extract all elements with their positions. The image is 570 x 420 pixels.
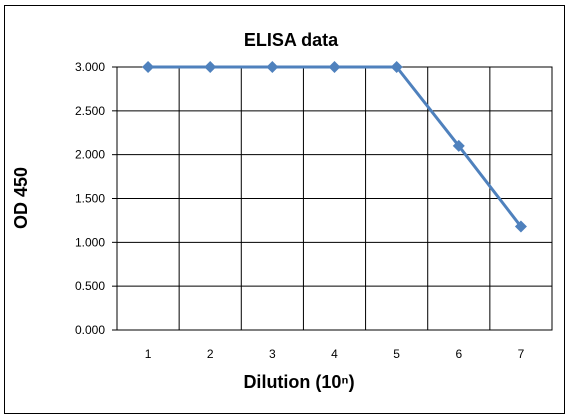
data-point-marker (142, 61, 155, 73)
y-tick-label: 1.000 (75, 235, 105, 249)
y-tick-label: 1.500 (75, 192, 105, 206)
x-tick-label: 6 (455, 347, 462, 361)
data-point-marker (390, 61, 403, 73)
y-tick-label: 2.500 (75, 104, 105, 118)
series-od450 (142, 61, 527, 233)
elisa-chart: ELISA data 0.000 0.500 1.000 1.500 2.000 2.50… (11, 30, 553, 392)
x-tick-label: 7 (518, 347, 525, 361)
x-axis-title: Dilution (10ⁿ) (243, 372, 354, 392)
y-tick-label: 0.000 (75, 323, 105, 337)
y-tick-label: 0.500 (75, 279, 105, 293)
x-tick-label: 2 (207, 347, 214, 361)
data-point-marker (328, 61, 341, 73)
series-line (148, 65, 523, 228)
chart-frame: ELISA data 0.000 0.500 1.000 1.500 2.000 2.50… (4, 5, 565, 414)
y-axis-title: OD 450 (11, 167, 31, 229)
x-axis-ticks: 1 2 3 4 5 6 7 (145, 347, 525, 361)
data-point-marker (452, 139, 465, 152)
y-tick-label: 3.000 (75, 60, 105, 74)
y-tick-label: 2.000 (75, 148, 105, 162)
x-tick-label: 3 (269, 347, 276, 361)
grid-lines (117, 66, 552, 331)
x-tick-label: 5 (393, 347, 400, 361)
data-point-marker (204, 61, 217, 73)
x-tick-label: 1 (145, 347, 152, 361)
y-axis-ticks: 0.000 0.500 1.000 1.500 2.000 2.500 3.000 (75, 60, 117, 337)
data-point-marker (514, 220, 527, 233)
chart-title: ELISA data (244, 30, 339, 50)
data-point-marker (266, 61, 279, 73)
x-tick-label: 4 (331, 347, 338, 361)
